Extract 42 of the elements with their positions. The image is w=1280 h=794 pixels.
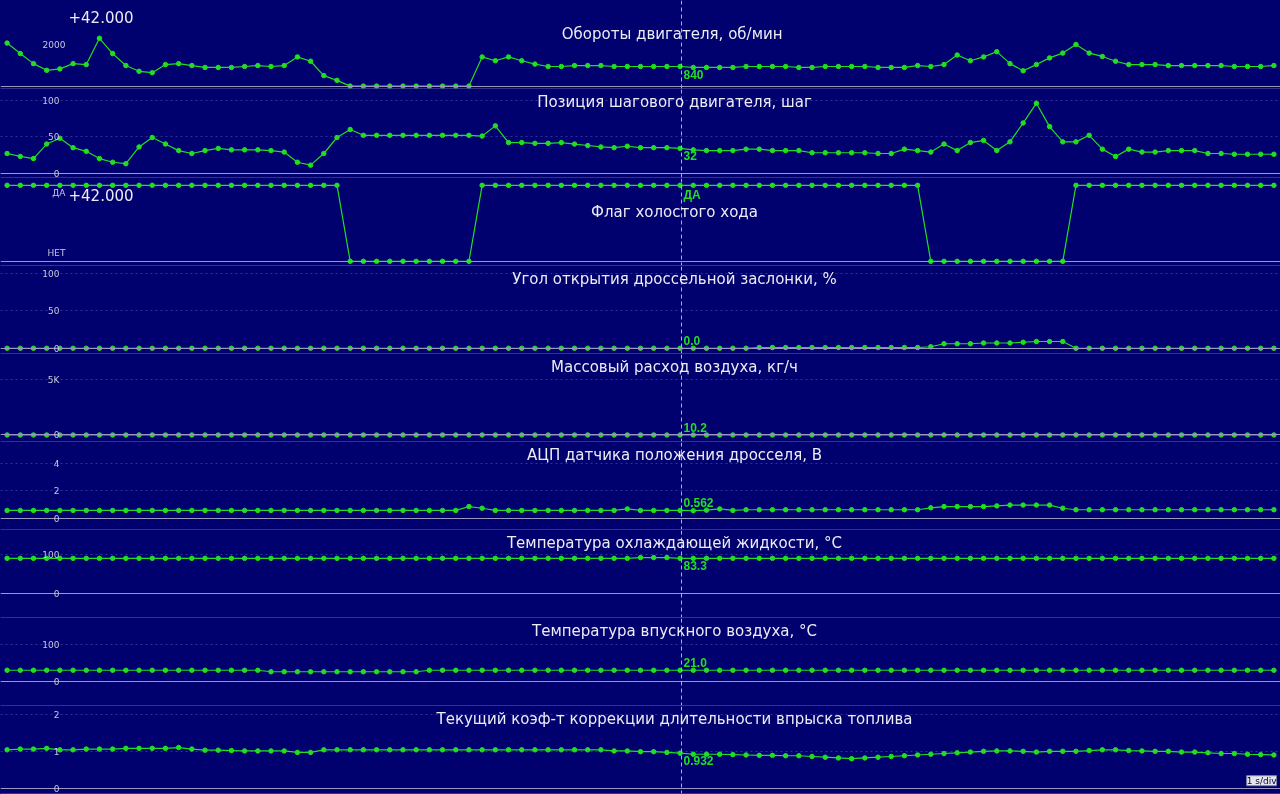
annotation: 32 [683, 149, 698, 164]
chart-title: АЦП датчика положения дросселя, В [527, 445, 822, 464]
y-tick-label: 100 [42, 268, 60, 279]
y-tick-label: 4 [53, 458, 60, 469]
chart-title: Обороты двигателя, об/мин [561, 24, 783, 43]
chart-title: Температура впускного воздуха, °C [530, 621, 818, 640]
text: +42.000 [68, 8, 134, 27]
y-tick-label: 0 [53, 677, 60, 687]
y-tick-label: 0 [53, 588, 60, 599]
y-tick-label: 0 [53, 784, 60, 794]
y-tick-label: 100 [42, 639, 60, 650]
annotation: ДА [52, 188, 67, 199]
y-tick-label: 1 [53, 747, 60, 758]
y-tick-label: 0 [53, 343, 60, 354]
y-tick-label: 0 [53, 429, 60, 440]
y-tick-label: 100 [42, 95, 60, 106]
chart-title: Массовый расход воздуха, кг/ч [551, 357, 798, 376]
y-tick-label: 100 [42, 550, 60, 561]
chart-title: Угол открытия дроссельной заслонки, % [512, 269, 837, 288]
annotation: 21.0 [683, 656, 708, 671]
y-tick-label: 2 [53, 710, 60, 721]
y-tick-label: 5K [47, 374, 61, 385]
annotation: 83.3 [683, 559, 708, 574]
text: Флаг холостого хода [591, 202, 758, 221]
x-axis-title: 1 s/div [1246, 775, 1278, 786]
y-tick-label: 50 [48, 306, 60, 317]
y-tick-label: 0 [53, 513, 60, 524]
annotation: ДА [683, 188, 702, 203]
annotation: 0.562 [683, 496, 714, 511]
y-tick-label: 2 [53, 486, 60, 497]
chart-title: Температура охлаждающей жидкости, °C [505, 533, 843, 552]
annotation: 840 [683, 67, 704, 82]
annotation: 10.2 [683, 420, 708, 435]
annotation: НЕТ [47, 248, 66, 259]
annotation: 0.0 [683, 334, 701, 349]
y-tick-label: 50 [48, 132, 60, 143]
annotation: 2000 [42, 40, 66, 51]
y-tick-label: 0 [53, 168, 60, 179]
annotation: +42.000 [68, 186, 134, 205]
annotation: 0.932 [683, 754, 714, 769]
chart-title: Позиция шагового двигателя, шаг [537, 92, 812, 111]
chart-title: Текущий коэф-т коррекции длительности впрыска топлива [435, 709, 913, 728]
